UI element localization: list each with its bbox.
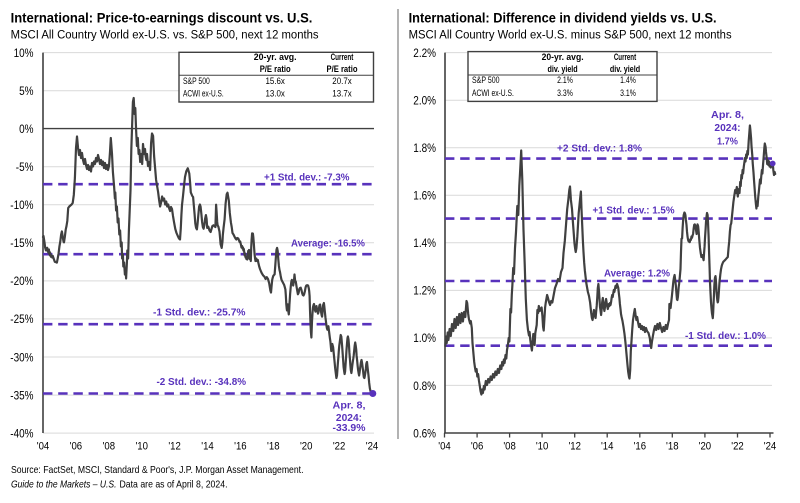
svg-text:Average: 1.2%: Average: 1.2% [604, 269, 670, 280]
svg-text:5%: 5% [19, 84, 34, 98]
svg-text:ACWI ex-U.S.: ACWI ex-U.S. [472, 88, 514, 98]
svg-text:'16: '16 [234, 440, 247, 452]
svg-text:-15%: -15% [10, 236, 33, 250]
svg-text:-5%: -5% [16, 160, 34, 174]
svg-text:'14: '14 [601, 440, 614, 452]
svg-text:1.4%: 1.4% [413, 236, 436, 250]
svg-text:2024:: 2024: [714, 123, 740, 134]
svg-text:3.3%: 3.3% [557, 88, 573, 98]
svg-text:S&P 500: S&P 500 [472, 75, 500, 85]
svg-text:'22: '22 [333, 440, 346, 452]
svg-text:'16: '16 [634, 440, 647, 452]
svg-text:1.6%: 1.6% [413, 189, 436, 203]
svg-text:S&P 500: S&P 500 [183, 76, 210, 86]
svg-text:2.2%: 2.2% [413, 46, 436, 60]
svg-text:-30%: -30% [10, 350, 33, 364]
svg-text:'04: '04 [37, 440, 50, 452]
svg-text:'08: '08 [503, 440, 516, 452]
svg-text:P/E ratio: P/E ratio [260, 64, 292, 74]
svg-text:-33.9%: -33.9% [333, 423, 366, 434]
svg-text:'24: '24 [366, 440, 379, 452]
svg-text:+2 Std. dev.: 1.8%: +2 Std. dev.: 1.8% [557, 144, 642, 155]
svg-text:-35%: -35% [10, 388, 33, 402]
svg-text:-1 Std. dev.: 1.0%: -1 Std. dev.: 1.0% [685, 331, 766, 342]
svg-text:13.0x: 13.0x [266, 89, 286, 99]
svg-text:1.8%: 1.8% [413, 141, 436, 155]
svg-text:1.2%: 1.2% [413, 284, 436, 298]
svg-text:13.7x: 13.7x [332, 89, 352, 99]
svg-text:Current: Current [614, 52, 636, 62]
svg-text:2.0%: 2.0% [413, 94, 436, 108]
svg-text:2.1%: 2.1% [557, 75, 573, 85]
svg-text:International: Difference in d: International: Difference in dividend yi… [409, 10, 717, 25]
svg-text:Current: Current [331, 52, 354, 62]
svg-text:-1 Std. dev.: -25.7%: -1 Std. dev.: -25.7% [153, 308, 246, 319]
svg-text:International: Price-to-earnin: International: Price-to-earnings discoun… [11, 10, 313, 25]
svg-text:10%: 10% [14, 46, 34, 60]
svg-text:'12: '12 [568, 440, 581, 452]
svg-text:Apr. 8,: Apr. 8, [711, 110, 744, 121]
svg-text:+1 Std. dev.: 1.5%: +1 Std. dev.: 1.5% [593, 206, 675, 217]
svg-text:3.1%: 3.1% [620, 88, 636, 98]
svg-text:'18: '18 [666, 440, 679, 452]
svg-text:'20: '20 [300, 440, 313, 452]
svg-text:0.6%: 0.6% [413, 426, 436, 440]
svg-text:'18: '18 [267, 440, 280, 452]
svg-text:-25%: -25% [10, 312, 33, 326]
svg-text:'14: '14 [201, 440, 214, 452]
svg-text:1.7%: 1.7% [717, 136, 738, 147]
svg-text:div. yield: div. yield [610, 64, 640, 74]
svg-text:20-yr. avg.: 20-yr. avg. [542, 52, 584, 62]
svg-text:'10: '10 [135, 440, 148, 452]
svg-text:MSCI All Country World ex-U.S.: MSCI All Country World ex-U.S. vs. S&P 5… [11, 28, 319, 42]
svg-text:20.7x: 20.7x [332, 76, 352, 86]
svg-text:MSCI All Country World ex-U.S.: MSCI All Country World ex-U.S. minus S&P… [409, 28, 732, 42]
svg-text:20-yr. avg.: 20-yr. avg. [254, 52, 297, 62]
svg-text:'08: '08 [103, 440, 116, 452]
svg-text:1.4%: 1.4% [620, 75, 636, 85]
svg-text:1.0%: 1.0% [413, 331, 436, 345]
svg-text:2024:: 2024: [336, 413, 362, 424]
svg-text:'06: '06 [70, 440, 83, 452]
svg-text:div. yield: div. yield [548, 64, 578, 74]
svg-text:'06: '06 [471, 440, 484, 452]
svg-text:'04: '04 [438, 440, 451, 452]
svg-text:ACWI ex-U.S.: ACWI ex-U.S. [183, 89, 224, 99]
svg-text:Data are as of April 8, 2024.: Data are as of April 8, 2024. [120, 480, 228, 491]
svg-text:0.8%: 0.8% [413, 379, 436, 393]
svg-text:Guide to the Markets – U.S.: Guide to the Markets – U.S. [11, 480, 117, 491]
svg-text:Average: -16.5%: Average: -16.5% [291, 239, 365, 250]
svg-text:15.6x: 15.6x [266, 76, 286, 86]
svg-text:'10: '10 [536, 440, 549, 452]
svg-text:0%: 0% [19, 122, 34, 136]
svg-text:-40%: -40% [10, 426, 33, 440]
svg-text:-10%: -10% [10, 198, 33, 212]
svg-text:-2 Std. dev.: -34.8%: -2 Std. dev.: -34.8% [157, 377, 247, 388]
svg-text:'20: '20 [699, 440, 712, 452]
svg-text:-20%: -20% [10, 274, 33, 288]
svg-text:P/E ratio: P/E ratio [327, 64, 359, 74]
svg-text:Apr. 8,: Apr. 8, [333, 401, 366, 412]
svg-text:'24: '24 [764, 440, 777, 452]
svg-text:'12: '12 [168, 440, 181, 452]
svg-text:'22: '22 [731, 440, 744, 452]
svg-text:+1 Std. dev.: -7.3%: +1 Std. dev.: -7.3% [264, 172, 350, 183]
svg-text:Source: FactSet, MSCI, Standar: Source: FactSet, MSCI, Standard & Poor's… [11, 465, 304, 476]
